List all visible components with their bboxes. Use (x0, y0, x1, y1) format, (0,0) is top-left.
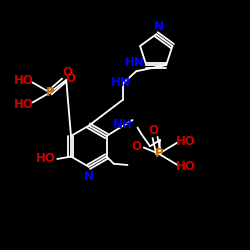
Text: P: P (46, 86, 54, 99)
Text: N: N (84, 170, 94, 183)
Text: HO: HO (14, 74, 34, 87)
Text: NH: NH (112, 118, 132, 132)
Text: O: O (62, 66, 72, 79)
Text: P: P (154, 147, 163, 160)
Text: HO: HO (176, 160, 196, 173)
Text: O: O (65, 72, 75, 85)
Text: HO: HO (36, 152, 56, 166)
Text: O: O (131, 140, 141, 153)
Text: N: N (154, 20, 164, 33)
Text: O: O (149, 124, 159, 137)
Text: HN: HN (125, 56, 145, 69)
Text: HO: HO (176, 135, 196, 148)
Text: HO: HO (14, 98, 34, 111)
Text: HN: HN (111, 76, 131, 89)
